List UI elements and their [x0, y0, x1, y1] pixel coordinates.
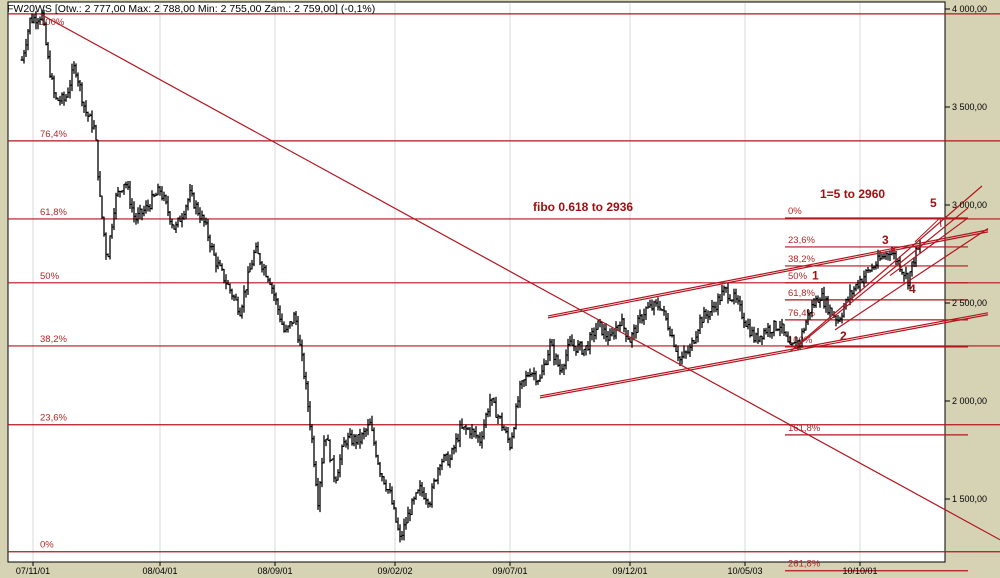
y-tick-label: 2 000,00 [952, 396, 987, 406]
fib-right-label: 261,8% [788, 559, 821, 570]
y-tick-label: 4 000,00 [952, 4, 987, 14]
trend-line [789, 185, 983, 353]
fib-right-label: 61,8% [788, 288, 815, 299]
fib-right-label: 76,4% [788, 308, 815, 319]
fib-right-label: 50% [788, 271, 808, 282]
trend-line [539, 314, 989, 399]
fib-left-label: 76,4% [40, 129, 67, 140]
annotation: 5 [930, 196, 937, 210]
fib-left-label: 50% [40, 271, 60, 282]
fib-right-label: 0% [788, 206, 802, 217]
chart-title: FW20WS [Otw.: 2 777,00 Max: 2 788,00 Min… [7, 3, 375, 15]
trend-line [889, 217, 969, 277]
fib-left-label: 23,6% [40, 413, 67, 424]
fib-left-label: 61,8% [40, 207, 67, 218]
annotation: fibo 0.618 to 2936 [533, 200, 633, 214]
x-tick-label: 07/11/01 [16, 566, 50, 576]
plot-area [7, 1, 946, 563]
fib-left-label: 38,2% [40, 334, 67, 345]
x-tick-label: 10/10/01 [842, 566, 877, 576]
annotation: 1 [812, 268, 819, 282]
y-tick-label: 1 500,00 [952, 494, 987, 504]
x-tick-label: 09/12/01 [612, 566, 647, 576]
annotation: 1=5 to 2960 [820, 187, 885, 201]
x-tick-label: 08/09/01 [257, 566, 292, 576]
fib-left-label: 0% [40, 540, 54, 551]
arrow-head-icon [931, 217, 942, 227]
annotation: 3 [882, 233, 889, 247]
trend-line [547, 231, 989, 319]
y-tick-label: 3 500,00 [952, 102, 987, 112]
x-tick-label: 08/04/01 [142, 566, 177, 576]
x-tick-label: 10/05/03 [727, 566, 762, 576]
annotation: 4 [909, 282, 916, 296]
fib-right-label: 38,2% [788, 254, 815, 265]
fib-right-label: 161,8% [788, 423, 821, 434]
annotation: 2 [840, 329, 847, 343]
trend-line [834, 228, 989, 331]
y-tick-label: 3 000,00 [952, 200, 987, 210]
fib-left-label: 100% [40, 17, 65, 28]
trend-line [794, 207, 969, 349]
trend-line [39, 13, 1000, 541]
x-tick-label: 09/07/01 [492, 566, 527, 576]
trend-line [539, 312, 989, 397]
y-tick-label: 2 500,00 [952, 298, 987, 308]
target-arrow [914, 217, 941, 243]
x-tick-label: 09/02/02 [377, 566, 412, 576]
fib-right-label: 23,6% [788, 235, 815, 246]
